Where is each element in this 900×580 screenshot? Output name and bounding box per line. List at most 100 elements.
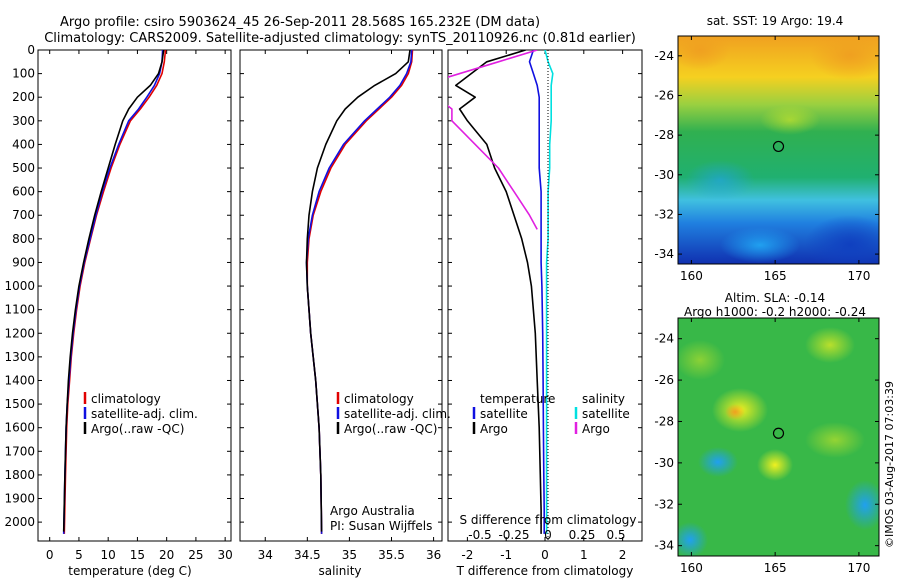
y-tick-label: 800: [12, 232, 35, 246]
sla-map-axes: 160 165 170 -24 -26 -28 -30 -32 -34: [654, 318, 879, 575]
y-tick-label: 1900: [4, 492, 35, 506]
y-tick-label: 1100: [4, 303, 35, 317]
y-tick-label: 100: [12, 67, 35, 81]
sla-map-title-line2: Argo h1000: -0.2 h2000: -0.24: [684, 305, 866, 319]
series-line-salinity-satellite: [544, 50, 554, 534]
x-tick-label: 0: [541, 548, 549, 562]
legend-label: Argo: [480, 422, 508, 436]
series-line-climatology: [63, 50, 167, 534]
temperature-axes: 0 5 10 15 20 25 300100200300400500600700800900…: [4, 43, 232, 562]
map-y-tick-label: -34: [654, 247, 674, 261]
map-y-tick-label: -30: [654, 456, 674, 470]
salinity-annotation-line2: PI: Susan Wijffels: [330, 519, 432, 533]
legend-label: Argo: [582, 422, 610, 436]
legend-label: satellite-adj. clim.: [91, 407, 198, 421]
argo-position-marker: [772, 427, 785, 439]
series-line-argo-raw-qc-: [62, 50, 165, 532]
map-y-tick-label: -24: [654, 49, 674, 63]
x-tick-label: 0: [46, 548, 54, 562]
map-x-tick-label: 160: [680, 561, 703, 575]
map-y-tick-label: -24: [654, 332, 674, 346]
figure-title-line2: Climatology: CARS2009. Satellite-adjuste…: [44, 31, 636, 46]
y-tick-label: 1500: [4, 397, 35, 411]
sst-map-title: sat. SST: 19 Argo: 19.4: [707, 14, 844, 28]
x-tick-label: 34.5: [294, 548, 321, 562]
x-tick-label: 35.5: [378, 548, 405, 562]
difference-top-xlabel: S difference from climatology: [460, 513, 637, 527]
y-tick-label: 1700: [4, 444, 35, 458]
series-line-temperature-argo: [454, 50, 542, 534]
difference-legend: temperature satellite Argo salinity sate…: [472, 392, 630, 436]
difference-series: [448, 50, 554, 534]
map-y-tick-label: -30: [654, 168, 674, 182]
y-tick-label: 0: [27, 43, 35, 57]
series-line-salinity-argo: [448, 50, 538, 230]
series-line-climatology: [306, 50, 414, 534]
y-tick-label: 300: [12, 114, 35, 128]
map-y-tick-label: -32: [654, 207, 674, 221]
y-tick-label: 1000: [4, 279, 35, 293]
y-tick-label: 700: [12, 208, 35, 222]
sla-map-image: [678, 318, 879, 556]
temperature-series: [62, 50, 167, 534]
difference-panel-frame: [447, 49, 643, 542]
x-tick-label: -1: [500, 548, 512, 562]
series-line-argo-raw-qc-: [305, 50, 411, 532]
difference-xlabel: T difference from climatology: [456, 564, 634, 578]
s-difference-ticks: -0.5 -0.25 0 0.25 0.5: [468, 528, 625, 542]
x-tick-label: 35: [342, 548, 357, 562]
x-tick-label: 1: [580, 548, 588, 562]
salinity-series: [305, 50, 414, 534]
map-y-tick-label: -26: [654, 88, 674, 102]
x-tick-label: 25: [188, 548, 203, 562]
map-x-tick-label: 170: [847, 561, 870, 575]
x-tick-label: -2: [461, 548, 473, 562]
footer-stamp: ©IMOS 03-Aug-2017 07:03:39: [883, 381, 896, 548]
y-tick-label: 200: [12, 90, 35, 104]
legend-salinity-title: salinity: [582, 392, 625, 406]
x-tick-label: 10: [101, 548, 116, 562]
map-y-tick-label: -32: [654, 497, 674, 511]
s-tick-label: 0.5: [606, 528, 625, 542]
legend-label: Argo(..raw -QC): [91, 422, 184, 436]
x-tick-label: 36: [426, 548, 441, 562]
s-tick-label: 0: [544, 528, 552, 542]
map-y-tick-label: -26: [654, 373, 674, 387]
x-tick-label: 5: [75, 548, 83, 562]
figure-title-line1: Argo profile: csiro 5903624_45 26-Sep-20…: [60, 15, 540, 30]
temperature-legend: climatology satellite-adj. clim. Argo(..…: [83, 392, 198, 436]
map-x-tick-label: 165: [764, 561, 787, 575]
difference-axes: -2 -1 0 1 2: [448, 49, 642, 562]
y-tick-label: 600: [12, 185, 35, 199]
sla-map-frame: [677, 317, 880, 557]
y-tick-label: 1200: [4, 326, 35, 340]
salinity-panel-frame: [239, 49, 443, 542]
map-y-tick-label: -34: [654, 539, 674, 553]
map-x-tick-label: 165: [764, 269, 787, 283]
map-y-tick-label: -28: [654, 414, 674, 428]
sst-map-axes: 160 165 170 -24 -26 -28 -30 -32 -34: [654, 36, 879, 283]
temperature-xlabel: temperature (deg C): [68, 564, 191, 578]
legend-label: satellite-adj. clim.: [344, 407, 451, 421]
sla-map-title-line1: Altim. SLA: -0.14: [725, 291, 825, 305]
sst-map-image: [678, 36, 879, 264]
legend-label: satellite: [582, 407, 630, 421]
series-line-temperature-satellite: [528, 50, 546, 534]
s-tick-label: -0.25: [498, 528, 529, 542]
salinity-xlabel: salinity: [318, 564, 361, 578]
y-tick-label: 1800: [4, 468, 35, 482]
x-tick-label: 20: [159, 548, 174, 562]
legend-label: climatology: [91, 392, 161, 406]
argo-position-marker: [772, 140, 785, 153]
map-x-tick-label: 170: [847, 269, 870, 283]
salinity-legend: climatology satellite-adj. clim. Argo(..…: [330, 392, 451, 533]
x-tick-label: 30: [218, 548, 233, 562]
legend-temperature-title: temperature: [480, 392, 555, 406]
series-line-satellite-adj-clim-: [305, 50, 413, 534]
salinity-axes: 34 34.5 35 35.5 36: [240, 49, 442, 562]
salinity-annotation-line1: Argo Australia: [330, 504, 415, 518]
temperature-panel-frame: [37, 49, 232, 542]
y-tick-label: 1300: [4, 350, 35, 364]
x-tick-label: 2: [619, 548, 627, 562]
